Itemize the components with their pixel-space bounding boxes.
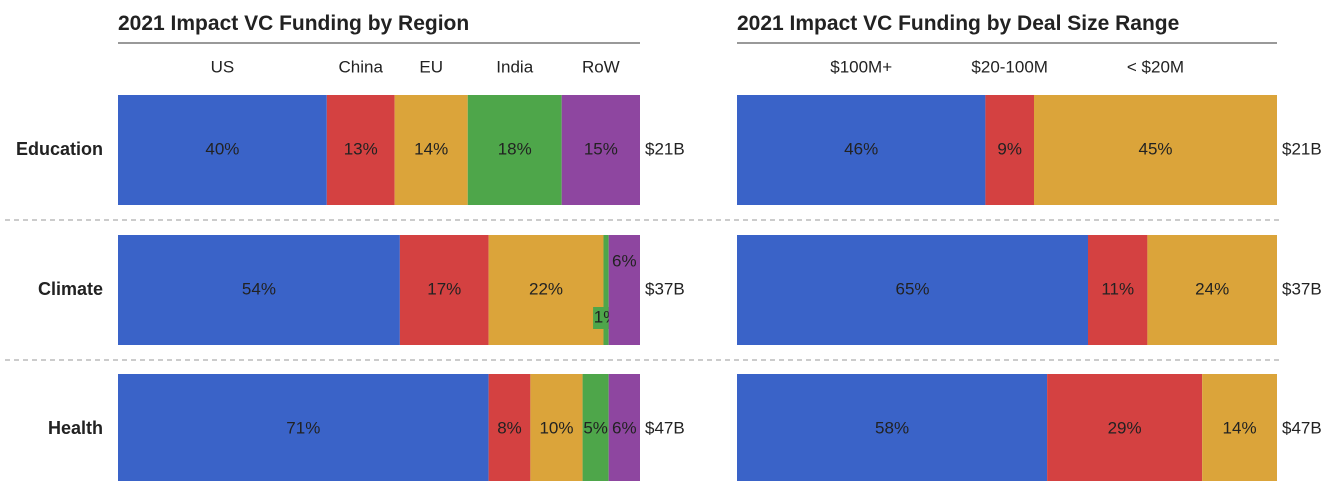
row-total: $21B bbox=[1282, 139, 1322, 158]
value-label: 45% bbox=[1138, 139, 1172, 158]
bar-segment bbox=[582, 374, 609, 481]
row-label: Education bbox=[16, 139, 103, 159]
value-label: 17% bbox=[427, 279, 461, 298]
row-total: $21B bbox=[645, 139, 685, 158]
value-label: 29% bbox=[1108, 418, 1142, 437]
legend-label: India bbox=[496, 57, 533, 76]
bar-segment bbox=[118, 95, 327, 205]
bar-segment bbox=[1202, 374, 1277, 481]
bar-segment bbox=[561, 95, 640, 205]
row-total: $47B bbox=[1282, 418, 1322, 437]
bar-segment bbox=[737, 374, 1048, 481]
bar-segment bbox=[608, 374, 640, 481]
bar-segment bbox=[488, 235, 604, 345]
bar-segment bbox=[1047, 374, 1203, 481]
bar-segment bbox=[1088, 235, 1148, 345]
row-total: $37B bbox=[1282, 279, 1322, 298]
legend-label: China bbox=[339, 57, 384, 76]
legend-label: < $20M bbox=[1127, 57, 1184, 76]
value-label: 10% bbox=[539, 418, 573, 437]
bar-segment bbox=[399, 235, 489, 345]
bar-segment bbox=[118, 235, 400, 345]
legend-label: US bbox=[211, 57, 235, 76]
value-label: 15% bbox=[584, 139, 618, 158]
value-label: 14% bbox=[414, 139, 448, 158]
bar-segment bbox=[1034, 95, 1277, 205]
value-label: 8% bbox=[497, 418, 522, 437]
row-label: Health bbox=[48, 418, 103, 438]
value-label: 11% bbox=[1101, 279, 1134, 298]
row-label: Climate bbox=[38, 279, 103, 299]
legend-label: RoW bbox=[582, 57, 620, 76]
bar-segment bbox=[608, 235, 640, 345]
value-label: 6% bbox=[612, 251, 637, 270]
value-label: 54% bbox=[242, 279, 276, 298]
row-total: $47B bbox=[645, 418, 685, 437]
value-label: 9% bbox=[997, 139, 1022, 158]
value-label: 5% bbox=[583, 418, 608, 437]
chart-title: 2021 Impact VC Funding by Region bbox=[118, 12, 469, 35]
row-total: $37B bbox=[645, 279, 685, 298]
bar-segment bbox=[118, 374, 489, 481]
value-label: 18% bbox=[498, 139, 532, 158]
bar-segment bbox=[737, 95, 986, 205]
bar-segment bbox=[326, 95, 395, 205]
bar-segment bbox=[603, 235, 609, 345]
value-label: 22% bbox=[529, 279, 563, 298]
bar-segment bbox=[737, 235, 1088, 345]
value-label: 6% bbox=[612, 418, 637, 437]
bar-segment bbox=[1147, 235, 1277, 345]
bar-segment bbox=[488, 374, 531, 481]
legend-label: EU bbox=[419, 57, 443, 76]
value-label: 13% bbox=[344, 139, 378, 158]
value-label: 58% bbox=[875, 418, 909, 437]
legend-label: $20-100M bbox=[971, 57, 1048, 76]
bar-segment bbox=[394, 95, 468, 205]
value-label: 40% bbox=[205, 139, 239, 158]
bar-segment bbox=[530, 374, 583, 481]
value-label: 46% bbox=[844, 139, 878, 158]
chart-title: 2021 Impact VC Funding by Deal Size Rang… bbox=[737, 12, 1179, 35]
bar-segment bbox=[467, 95, 562, 205]
bar-segment bbox=[985, 95, 1034, 205]
legend-label: $100M+ bbox=[830, 57, 892, 76]
value-label: 65% bbox=[895, 279, 929, 298]
value-label: 71% bbox=[286, 418, 320, 437]
value-label: 14% bbox=[1223, 418, 1257, 437]
value-label: 24% bbox=[1195, 279, 1229, 298]
